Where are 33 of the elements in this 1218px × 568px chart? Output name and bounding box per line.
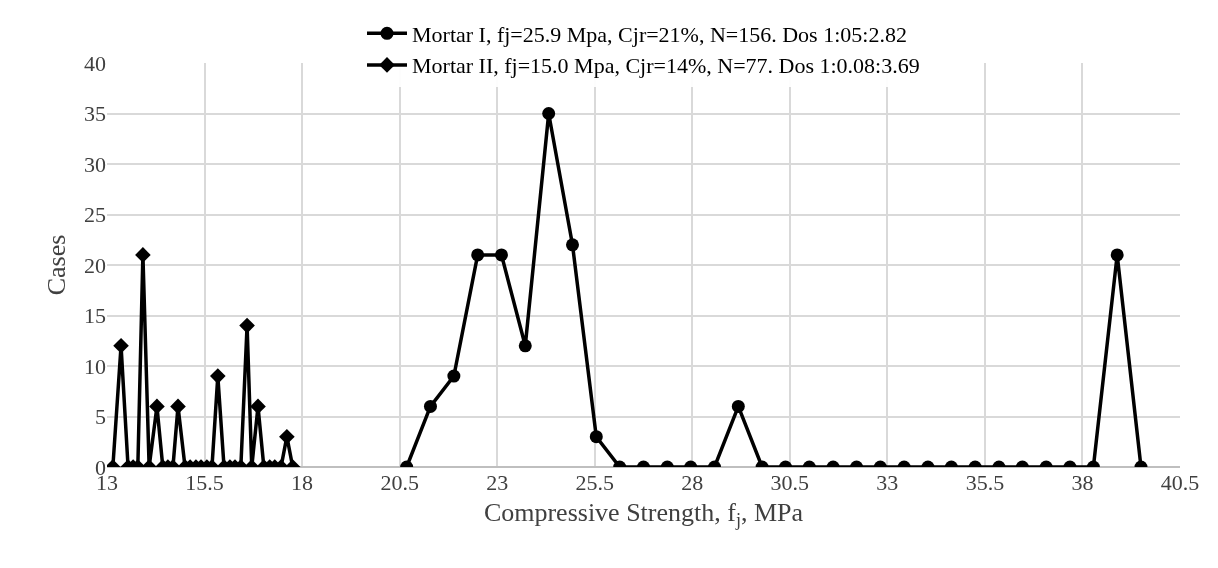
point [210, 368, 226, 384]
point [447, 369, 461, 383]
point [566, 238, 579, 252]
point [471, 248, 485, 262]
x-tick-label: 20.5 [380, 470, 419, 495]
x-tick-label: 15.5 [185, 470, 224, 495]
y-tick-label: 25 [84, 202, 106, 228]
y-axis-title: Cases [42, 234, 72, 296]
point [113, 338, 129, 354]
x-tick-label: 33 [876, 470, 899, 495]
x-tick-label: 38 [1071, 470, 1094, 495]
x-axis-title: Compressive Strength, f$_{j}$, MPa [483, 497, 804, 531]
x-tick-label: 23 [486, 470, 509, 495]
legend-label: Mortar I, fj=25.9 Mpa, Cjr=21%, N=156. Dos 1:05:2.82 [412, 21, 907, 47]
y-tick-label: 5 [95, 404, 106, 430]
point [1110, 248, 1124, 262]
x-tick-label: 40.5 [1160, 470, 1200, 495]
point [494, 248, 508, 262]
y-tick-label: 35 [84, 101, 106, 127]
x-tick-label: 25.5 [575, 470, 614, 495]
legend-label: Mortar II, fj=15.0 Mpa, Cjr=14%, N=77. Dos 1:0.08:3.69 [412, 53, 920, 79]
x-tick-label: 30.5 [770, 470, 810, 495]
y-tick-label: 10 [84, 353, 106, 379]
point [239, 317, 255, 334]
x-tick-label: 35.5 [965, 470, 1005, 495]
y-tick-label: 40 [84, 50, 106, 76]
y-tick-label: 15 [84, 303, 106, 329]
point [518, 339, 532, 353]
y-tick-label: 30 [84, 151, 106, 177]
point [135, 247, 151, 263]
x-tick-label: 18 [291, 470, 314, 495]
y-tick-label: 20 [84, 252, 106, 278]
x-tick-label: 28 [681, 470, 704, 495]
